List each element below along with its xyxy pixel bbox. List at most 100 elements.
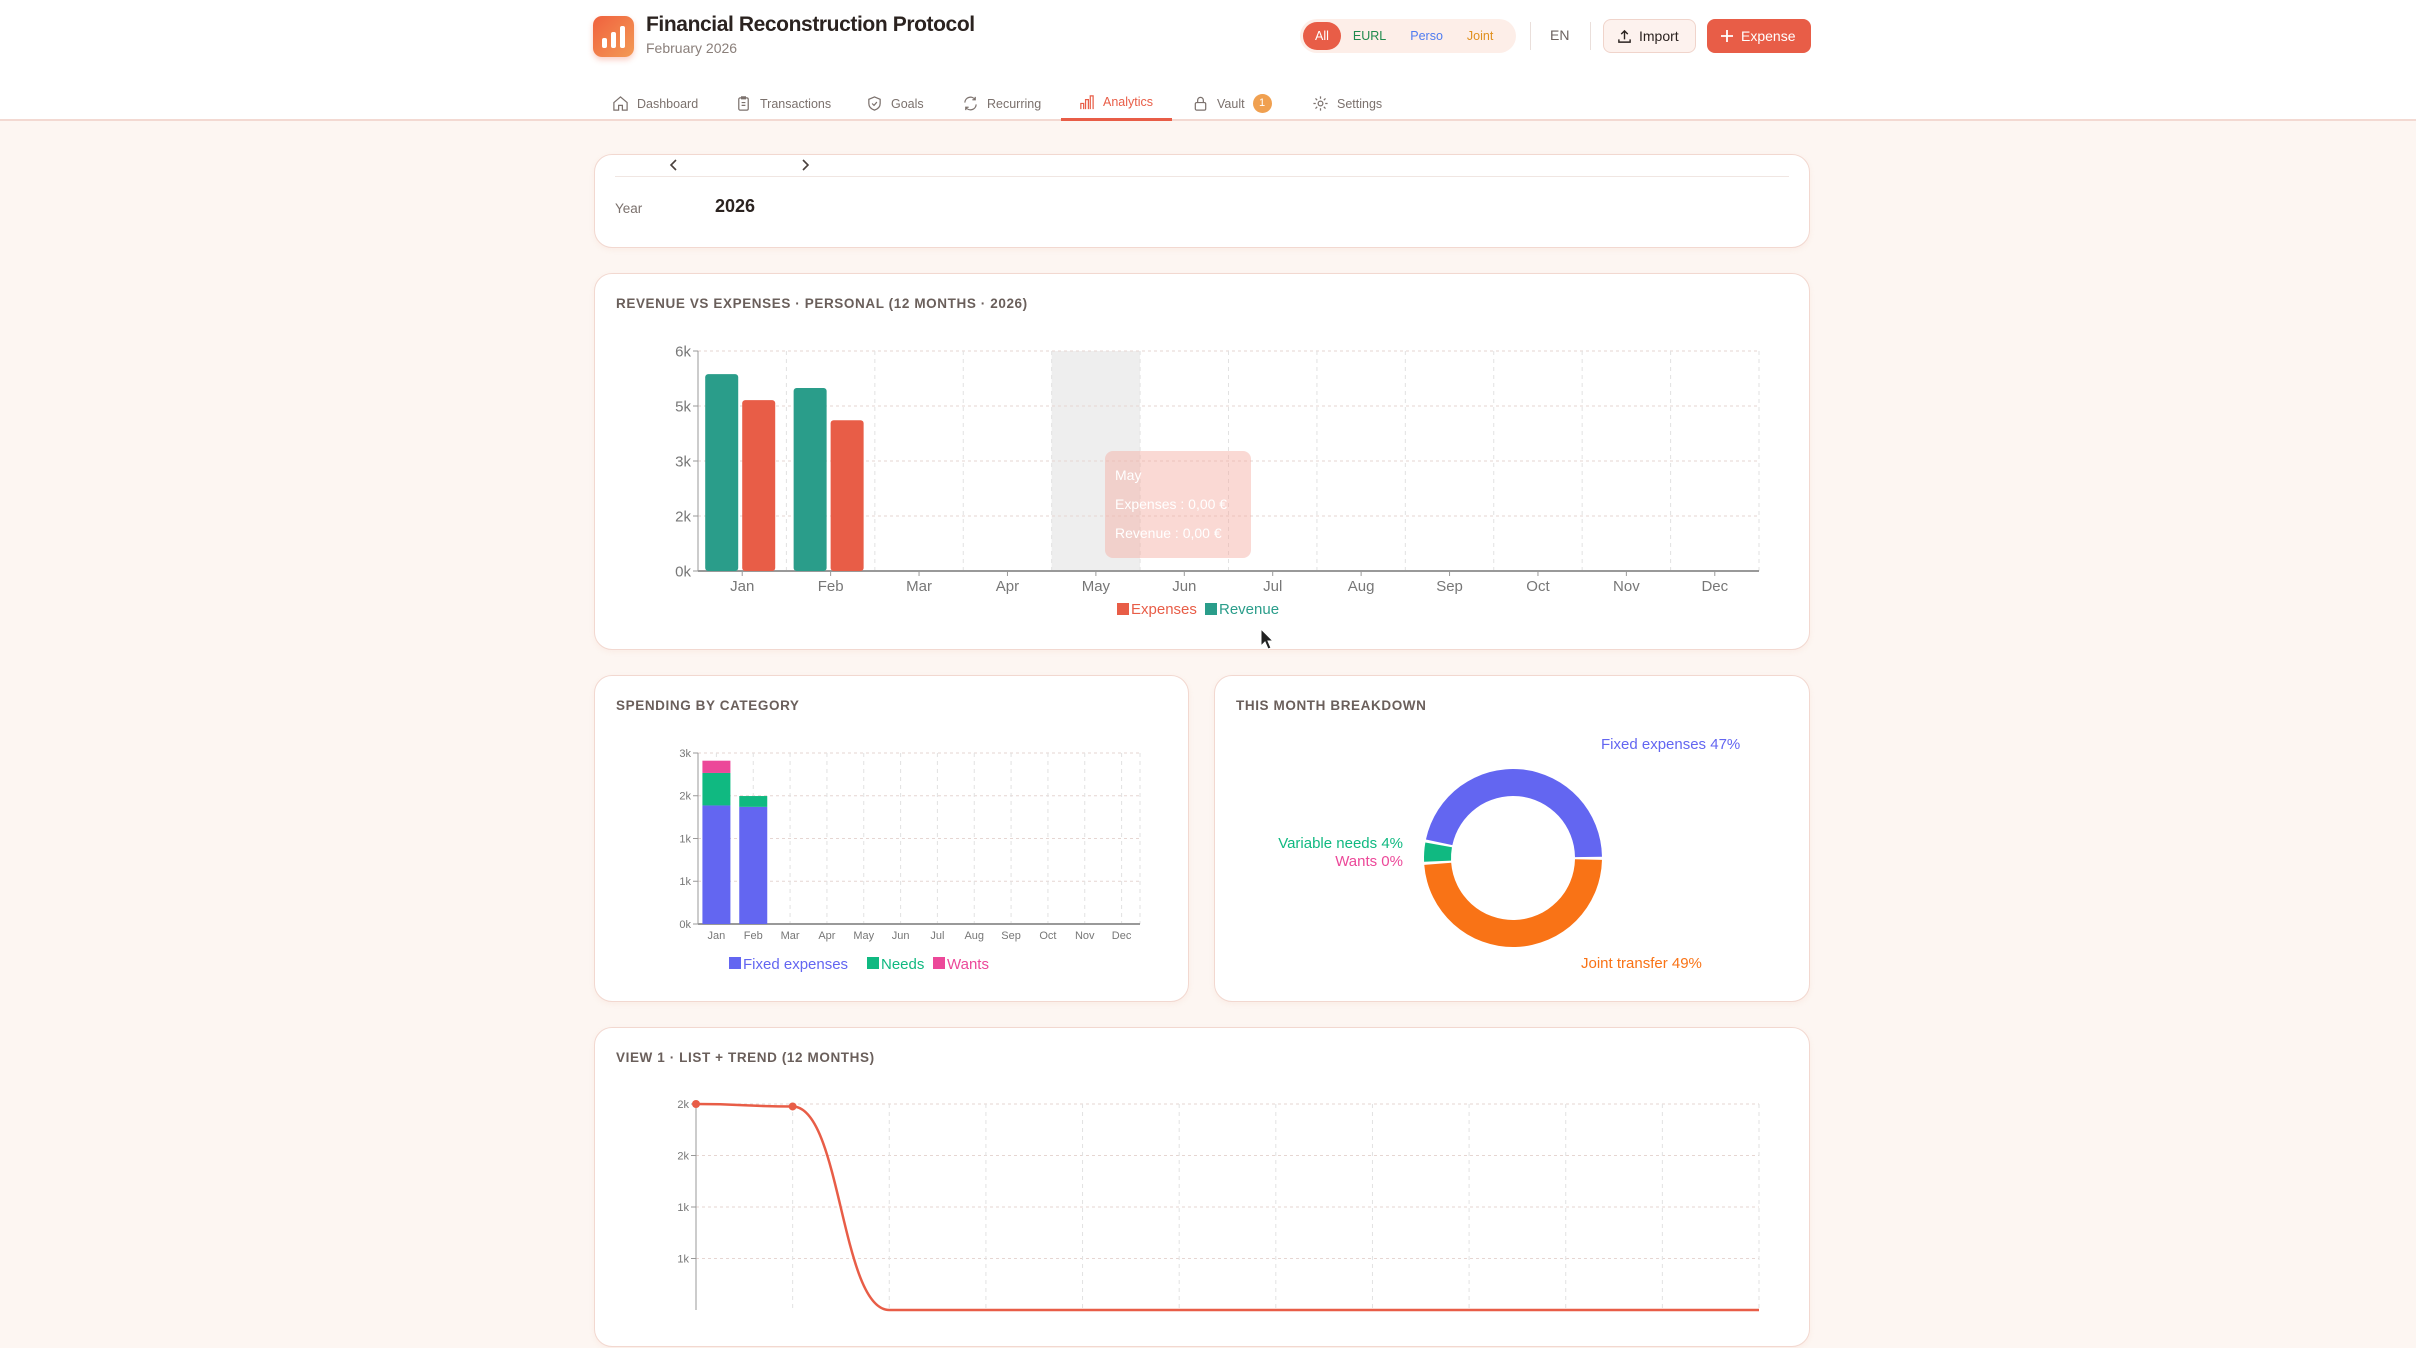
chevron-left-icon[interactable] bbox=[664, 155, 684, 175]
tab-goals[interactable]: Goals bbox=[866, 86, 924, 121]
entity-filter: All EURL Perso Joint bbox=[1300, 19, 1516, 53]
legend-swatch bbox=[1117, 603, 1129, 615]
x-tick-label: Oct bbox=[1039, 930, 1056, 942]
legend-swatch bbox=[933, 957, 945, 969]
slice-label: Variable needs 4% bbox=[1278, 835, 1403, 852]
card-title: This month breakdown bbox=[1236, 698, 1427, 713]
plus-icon bbox=[1721, 30, 1733, 42]
bar-segment-fixed-expenses bbox=[702, 805, 731, 924]
x-tick-label: Nov bbox=[1075, 930, 1095, 942]
clipboard-icon bbox=[738, 96, 749, 111]
y-tick-label: 1k bbox=[677, 1253, 689, 1265]
tab-transactions[interactable]: Transactions bbox=[735, 86, 831, 121]
divider bbox=[1590, 22, 1591, 50]
tab-label: Recurring bbox=[987, 96, 1042, 111]
app-header: Financial Reconstruction Protocol Februa… bbox=[0, 0, 2416, 121]
card-title: Spending by category bbox=[616, 698, 800, 713]
bar-expenses bbox=[830, 420, 864, 571]
legend-item: Needs bbox=[881, 956, 924, 973]
x-tick-label: Aug bbox=[1348, 578, 1375, 595]
trend-chart: 1k 1k 2k 2k bbox=[677, 1099, 1760, 1312]
legend-item: Expenses bbox=[1131, 601, 1197, 618]
x-tick-label: Mar bbox=[906, 578, 932, 595]
tab-label: Analytics bbox=[1103, 95, 1154, 109]
slice-label: Joint transfer 49% bbox=[1581, 955, 1702, 972]
x-tick-label: Feb bbox=[744, 930, 763, 942]
bar-chart-icon bbox=[1080, 94, 1094, 109]
tab-analytics[interactable]: Analytics bbox=[1061, 86, 1172, 121]
x-tick-label: Jun bbox=[892, 930, 910, 942]
x-tick-label: Dec bbox=[1112, 930, 1132, 942]
shield-icon bbox=[868, 96, 881, 111]
list-trend-card: View 1 · List + Trend (12 months) 1k 1k 2k… bbox=[594, 1027, 1810, 1347]
donut-slice bbox=[1424, 842, 1452, 862]
import-button[interactable]: Import bbox=[1603, 19, 1696, 53]
y-tick-label: 0k bbox=[675, 563, 691, 580]
x-tick-label: Jan bbox=[730, 578, 754, 595]
data-point bbox=[692, 1100, 700, 1108]
divider bbox=[1530, 22, 1531, 50]
donut-slice bbox=[1425, 768, 1602, 858]
trend-line bbox=[695, 1102, 1759, 1312]
legend-item: Wants bbox=[947, 956, 989, 973]
revenue-expenses-chart: 0k 2k 3k 5k 6k Jan Feb Mar Apr May Jun Jul Aug Sep Oct… bbox=[675, 343, 1760, 618]
x-tick-label: Feb bbox=[818, 578, 844, 595]
tab-label: Settings bbox=[1337, 96, 1383, 111]
app-title: Financial Reconstruction Protocol bbox=[646, 13, 975, 36]
bar-revenue bbox=[705, 374, 739, 571]
x-tick-label: May bbox=[853, 930, 874, 942]
home-icon bbox=[613, 96, 628, 111]
y-tick-label: 2k bbox=[677, 1099, 689, 1111]
legend-swatch bbox=[867, 957, 879, 969]
vault-badge: 1 bbox=[1252, 94, 1272, 113]
x-tick-label: Sep bbox=[1001, 930, 1021, 942]
y-tick-label: 1k bbox=[677, 1202, 689, 1214]
x-tick-label: Apr bbox=[996, 578, 1019, 595]
tab-label: Goals bbox=[891, 96, 924, 111]
tab-label: Transactions bbox=[760, 96, 832, 111]
chevron-right-icon[interactable] bbox=[795, 155, 815, 175]
mouse-cursor-icon bbox=[1260, 628, 1274, 650]
bar-revenue bbox=[793, 388, 827, 571]
filter-eurl[interactable]: EURL bbox=[1352, 29, 1387, 43]
x-tick-label: Jul bbox=[930, 930, 944, 942]
current-period: February 2026 bbox=[646, 40, 738, 56]
bar-segment-wants bbox=[702, 760, 731, 773]
legend-swatch bbox=[729, 957, 741, 969]
tab-vault[interactable]: Vault 1 bbox=[1192, 86, 1272, 121]
donut-slice bbox=[1424, 859, 1602, 948]
y-tick-label: 5k bbox=[675, 398, 691, 415]
gear-icon bbox=[1313, 96, 1328, 111]
y-tick-label: 1k bbox=[679, 876, 691, 888]
tab-recurring[interactable]: Recurring bbox=[962, 86, 1041, 121]
tab-label: Vault bbox=[1217, 96, 1245, 111]
tab-dashboard[interactable]: Dashboard bbox=[612, 86, 698, 121]
y-tick-label: 2k bbox=[675, 508, 691, 525]
tooltip-title: May bbox=[1115, 467, 1142, 483]
spending-by-category-chart: 0k 1k 1k 2k 3k Jan Feb Mar Apr May Jun Jul Aug Sep Oct… bbox=[679, 748, 1141, 973]
add-expense-button[interactable]: Expense bbox=[1707, 19, 1811, 53]
filter-joint[interactable]: Joint bbox=[1466, 29, 1494, 43]
x-tick-label: May bbox=[1082, 578, 1111, 595]
y-tick-label: 2k bbox=[677, 1150, 689, 1162]
upload-icon bbox=[1618, 29, 1631, 43]
card-title: Revenue vs Expenses · Personal (12 month… bbox=[616, 296, 1028, 311]
filter-perso[interactable]: Perso bbox=[1410, 29, 1443, 43]
chart-tooltip: May Expenses : 0,00 € Revenue : 0,00 € bbox=[1105, 451, 1251, 558]
slice-label: Fixed expenses 47% bbox=[1601, 736, 1740, 753]
tooltip-revenue: Revenue : 0,00 € bbox=[1115, 525, 1222, 541]
language-toggle[interactable]: EN bbox=[1550, 27, 1570, 43]
expense-label: Expense bbox=[1741, 28, 1796, 44]
x-tick-label: Aug bbox=[964, 930, 984, 942]
tab-settings[interactable]: Settings bbox=[1312, 86, 1382, 121]
x-tick-label: Oct bbox=[1526, 578, 1550, 595]
bar-segment-needs bbox=[702, 772, 731, 806]
filter-all[interactable]: All bbox=[1303, 22, 1341, 50]
slice-label: Wants 0% bbox=[1335, 853, 1403, 870]
y-tick-label: 0k bbox=[679, 919, 691, 931]
bar-segment-needs bbox=[739, 796, 768, 807]
revenue-expenses-card: Revenue vs Expenses · Personal (12 month… bbox=[594, 273, 1810, 650]
app-logo bbox=[593, 16, 634, 57]
bar-expenses bbox=[742, 400, 776, 571]
legend-swatch bbox=[1205, 603, 1217, 615]
